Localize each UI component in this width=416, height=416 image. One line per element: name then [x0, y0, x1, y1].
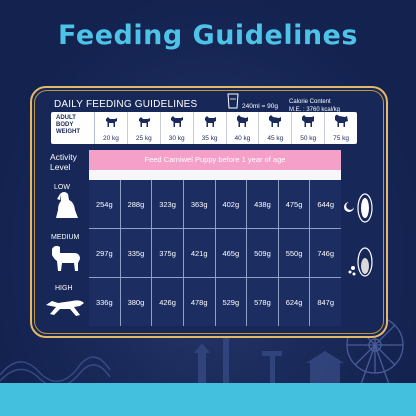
dog-icon [138, 117, 150, 127]
table-cell: 465g [215, 229, 247, 277]
bottom-bar [0, 383, 416, 416]
page-title: Feeding Guidelines [58, 20, 358, 51]
table-cell: 380g [120, 278, 152, 326]
weight-strip: ADULT BODY WEIGHT 20 kg 25 kg 30 kg 35 k… [51, 112, 357, 144]
table-cell: 254g [89, 180, 120, 228]
weight-label-line: WEIGHT [56, 129, 80, 135]
activity-label-line: Activity [50, 152, 77, 162]
table-cell: 644g [310, 180, 341, 228]
table-cell: 529g [215, 278, 247, 326]
weight-value: 35 kg [201, 135, 218, 142]
weight-value: 75 kg [333, 135, 350, 142]
table-cell: 323g [152, 180, 183, 228]
calorie-label: Calorie Content [289, 99, 331, 105]
calorie-value: M.E. : 3760 kcal/kg [289, 107, 341, 113]
table-cell: 288g [120, 180, 152, 228]
table-cell: 475g [278, 180, 310, 228]
weight-label: ADULT BODY WEIGHT [51, 112, 95, 144]
table-cell: 426g [152, 278, 183, 326]
weight-cell: 75 kg [325, 112, 357, 144]
weight-value: 20 kg [102, 135, 119, 142]
table-cell: 335g [120, 229, 152, 277]
level-label-low: LOW [54, 184, 70, 191]
weight-cell: 50 kg [292, 112, 326, 144]
table-cell: 550g [278, 229, 310, 277]
table-cell: 509g [247, 229, 278, 277]
table-cell: 438g [247, 180, 278, 228]
card-heading: DAILY FEEDING GUIDELINES [54, 99, 198, 110]
weight-label-line: ADULT [56, 115, 76, 121]
weight-value: 25 kg [135, 135, 152, 142]
dog-icon [269, 115, 282, 127]
table-cell: 847g [310, 278, 341, 326]
banner-body [89, 170, 341, 183]
calorie-content: Calorie Content M.E. : 3760 kcal/kg [289, 98, 340, 114]
dog-icon [170, 116, 183, 127]
dog-icon [335, 114, 349, 127]
weight-cell: 30 kg [161, 112, 194, 144]
weight-cell: 45 kg [259, 112, 293, 144]
dog-icon [302, 115, 315, 127]
table-cell: 624g [278, 278, 310, 326]
dog-icon [204, 116, 216, 127]
weight-value: 50 kg [300, 135, 317, 142]
weight-cell: 40 kg [227, 112, 260, 144]
table-cell: 478g [183, 278, 215, 326]
weight-value: 30 kg [168, 135, 185, 142]
table-cell: 421g [183, 229, 215, 277]
table-cell: 402g [215, 180, 247, 228]
weight-value: 40 kg [234, 135, 251, 142]
table-cell: 336g [89, 278, 120, 326]
weight-cell: 35 kg [194, 112, 227, 144]
weight-value: 45 kg [267, 135, 284, 142]
table-cell: 297g [89, 229, 120, 277]
level-label-high: HIGH [55, 285, 73, 292]
table-cell: 375g [152, 229, 183, 277]
measuring-cup-icon [227, 93, 239, 109]
standing-dog-icon [52, 245, 80, 271]
feeding-table: 254g 288g 323g 363g 402g 438g 475g 644g … [89, 180, 341, 326]
sitting-dog-icon [56, 192, 78, 218]
weight-cell: 25 kg [128, 112, 161, 144]
weight-cell: 20 kg [95, 112, 128, 144]
dog-icon [237, 115, 249, 127]
puppy-banner: Feed Carniwel Puppy before 1 year of age [89, 150, 341, 170]
activity-label-line: Level [50, 162, 71, 172]
table-cell: 578g [247, 278, 278, 326]
activity-level-label: Activity Level [50, 152, 77, 172]
weight-label-line: BODY [56, 122, 74, 128]
running-dog-icon [46, 300, 84, 316]
table-cell: 363g [183, 180, 215, 228]
level-label-medium: MEDIUM [51, 234, 80, 241]
feeding-time-icon [344, 193, 373, 277]
dog-icon [105, 117, 117, 127]
cup-measure-text: 240ml = 90g [242, 103, 278, 110]
table-cell: 746g [310, 229, 341, 277]
